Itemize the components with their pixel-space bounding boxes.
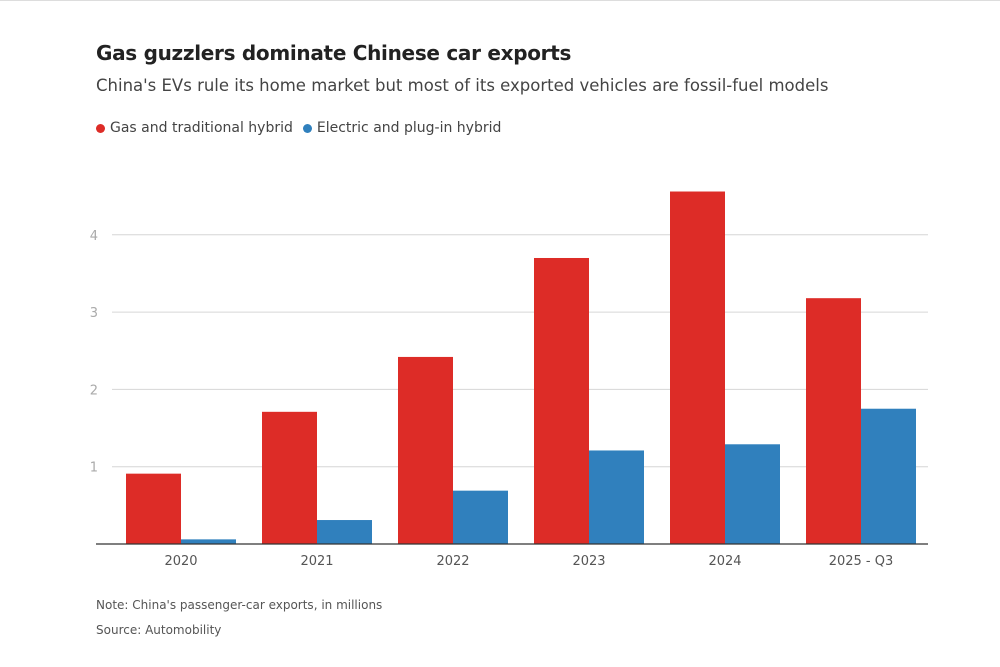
x-tick-label: 2024 [708, 554, 741, 569]
bar-gas-2024 [670, 191, 725, 544]
chart-title: Gas guzzlers dominate Chinese car export… [96, 41, 572, 65]
y-tick-label: 3 [90, 306, 98, 321]
y-tick-label: 2 [90, 383, 98, 398]
y-tick-label: 4 [90, 229, 98, 244]
legend: Gas and traditional hybrid Electric and … [96, 120, 501, 136]
bar-electric-2023 [589, 450, 644, 544]
legend-label-electric: Electric and plug-in hybrid [316, 120, 502, 136]
bar-electric-2025-Q3 [861, 408, 916, 544]
x-tick-label: 2021 [300, 554, 333, 569]
bar-electric-2022 [453, 490, 508, 544]
legend-swatch-electric [302, 123, 312, 133]
bar-gas-2020 [126, 473, 181, 544]
x-tick-label: 2023 [572, 554, 605, 569]
bar-gas-2021 [262, 411, 317, 544]
legend-item-gas: Gas and traditional hybrid [96, 120, 293, 136]
x-tick-label: 2020 [164, 554, 197, 569]
bar-gas-2025-Q3 [806, 298, 861, 544]
chart-subtitle: China's EVs rule its home market but mos… [96, 76, 829, 95]
bar-electric-2020 [181, 539, 236, 544]
bar-gas-2023 [534, 257, 589, 544]
y-tick-label: 1 [90, 461, 98, 476]
bar-gas-2022 [398, 356, 453, 544]
legend-label-gas: Gas and traditional hybrid [110, 120, 293, 136]
legend-swatch-gas [96, 123, 105, 133]
bar-electric-2024 [725, 444, 780, 544]
chart-source: Source: Automobility [96, 623, 222, 637]
x-tick-label: 2025 - Q3 [829, 554, 894, 569]
chart-note: Note: China's passenger-car exports, in … [96, 598, 383, 612]
legend-item-electric: Electric and plug-in hybrid [302, 120, 502, 136]
x-tick-label: 2022 [436, 554, 469, 569]
bar-electric-2021 [317, 520, 372, 544]
